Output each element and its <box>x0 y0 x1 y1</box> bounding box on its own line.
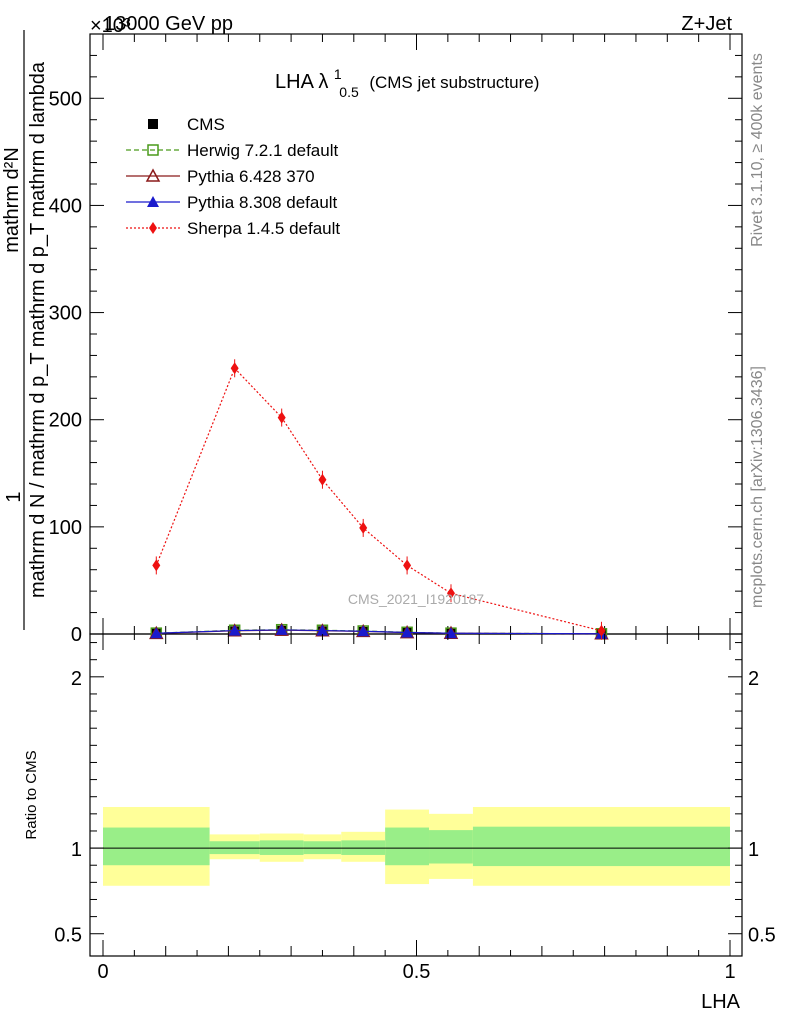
ratio-xtick-label: 0.5 <box>403 961 431 983</box>
plot-title: LHA λ 1 0.5 (CMS jet substructure) <box>275 62 539 102</box>
ratio-band-green <box>385 827 430 866</box>
title-super: 1 <box>334 66 342 82</box>
point-pythia-8-308-default <box>150 627 163 639</box>
point-sherpa-1-4-5-default <box>277 411 286 424</box>
point-sherpa-1-4-5-default <box>446 587 455 600</box>
ratio-ytick-label-right: 1 <box>748 839 759 861</box>
ratio-ytick-label: 2 <box>71 668 82 690</box>
point-sherpa-1-4-5-default <box>597 624 606 637</box>
ratio-band-green <box>472 826 730 867</box>
main-ytick-label: 500 <box>49 88 82 110</box>
rivet-label: Rivet 3.1.10, ≥ 400k events <box>749 53 766 247</box>
ratio-ytick-label: 1 <box>71 839 82 861</box>
point-sherpa-1-4-5-default <box>230 362 239 375</box>
main-ylabel: 1 mathrm d²N mathrm d N / mathrm d p_T m… <box>1 30 49 630</box>
legend-label-cms: CMS <box>187 115 225 134</box>
series-line-pythia-8-308-default <box>156 629 602 635</box>
ratio-ytick-label: 0.5 <box>54 925 82 947</box>
ratio-y-axis: 0.5 0.5 1 1 2 2 <box>54 642 776 947</box>
point-pythia-8-308-default <box>228 624 241 636</box>
ratio-bands <box>90 806 742 886</box>
main-ytick-label: 100 <box>49 517 82 539</box>
legend-marker-pythia-8-308-default <box>147 196 159 207</box>
legend-label-herwig-7-2-1-default: Herwig 7.2.1 default <box>187 141 338 160</box>
legend-label-sherpa-1-4-5-default: Sherpa 1.4.5 default <box>187 219 340 238</box>
title-suffix: (CMS jet substructure) <box>369 73 539 92</box>
y-multiplier: ×10³ <box>90 15 131 37</box>
ratio-band-green <box>429 830 473 864</box>
ylabel-denominator: mathrm d N / mathrm d p_T mathrm d p_T m… <box>27 61 49 598</box>
title-main: LHA λ <box>275 71 328 93</box>
mcplots-label: mcplots.cern.ch [arXiv:1306.3436] <box>749 366 766 608</box>
main-ytick-label: 200 <box>49 410 82 432</box>
watermark: CMS_2021_I1920187 <box>348 591 484 607</box>
point-pythia-8-308-default <box>275 623 288 635</box>
point-pythia-8-308-default <box>316 624 329 636</box>
ratio-xtick-label: 1 <box>724 961 735 983</box>
main-y-axis: 0 100 200 300 400 500 <box>49 33 742 646</box>
ratio-ylabel: Ratio to CMS <box>23 750 40 839</box>
main-ytick-label: 300 <box>49 303 82 325</box>
legend-marker-cms <box>148 119 158 129</box>
legend-label-pythia-8-308-default: Pythia 8.308 default <box>187 193 338 212</box>
ylabel-numerator: 1 <box>3 491 25 502</box>
point-pythia-8-308-default <box>401 626 414 638</box>
point-sherpa-1-4-5-default <box>318 473 327 486</box>
point-sherpa-1-4-5-default <box>403 559 412 572</box>
x-axis-label: LHA <box>701 991 741 1013</box>
ylabel-top: mathrm d²N <box>1 147 23 253</box>
point-sherpa-1-4-5-default <box>359 521 368 534</box>
legend: CMS Herwig 7.2.1 default Pythia 6.428 370 P… <box>126 115 340 238</box>
ratio-x-axis: 0 0.5 1 <box>97 634 736 983</box>
ratio-xtick-label: 0 <box>97 961 108 983</box>
legend-marker-sherpa-1-4-5-default <box>149 222 157 234</box>
ratio-ytick-label-right: 0.5 <box>748 925 776 947</box>
ratio-ytick-label-right: 2 <box>748 668 759 690</box>
title-sub: 0.5 <box>339 84 359 100</box>
header-right: Z+Jet <box>681 13 732 35</box>
ratio-band-green <box>103 827 210 866</box>
point-pythia-8-308-default <box>357 625 370 637</box>
legend-marker-herwig-7-2-1-default <box>147 144 159 156</box>
legend-label-pythia-6-428-370: Pythia 6.428 370 <box>187 167 315 186</box>
header-left: 13000 GeV pp <box>104 13 233 35</box>
ratio-frame <box>89 633 743 957</box>
legend-marker-pythia-6-428-370 <box>145 168 161 182</box>
main-series-layer <box>149 359 609 640</box>
main-ytick-label: 0 <box>71 624 82 646</box>
point-sherpa-1-4-5-default <box>152 559 161 572</box>
main-ytick-label: 400 <box>49 195 82 217</box>
